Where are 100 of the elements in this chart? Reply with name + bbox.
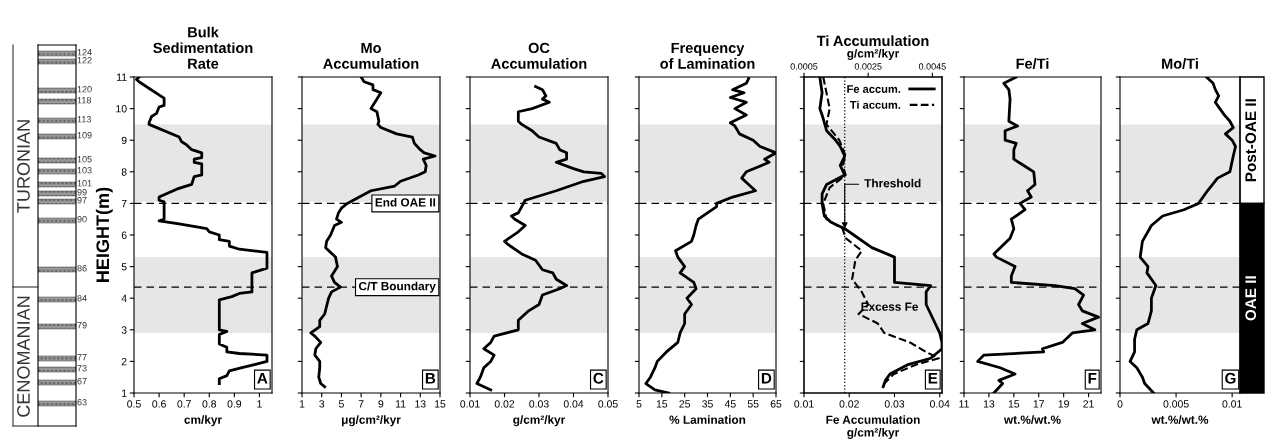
x-tick-label: 15 — [656, 400, 668, 408]
x-axis-title: Fe Accumulation g/cm²/kyr — [826, 415, 920, 439]
x-tick-label: 0.01 — [460, 400, 480, 408]
y-tick-label: 7 — [121, 200, 127, 208]
x-tick-label: 0.02 — [494, 400, 515, 408]
text: 77 — [77, 354, 87, 361]
y-tick-label: 11 — [117, 73, 127, 81]
x-tick-label: 65 — [770, 400, 782, 408]
x-tick-label: 9 — [378, 400, 384, 408]
x-axis-title: wt.%/wt.% — [1151, 415, 1209, 424]
text: 84 — [77, 295, 87, 302]
x-axis-title: wt.%/wt.% — [1003, 415, 1061, 424]
text: 105 — [77, 156, 92, 163]
x-tick-label: 0.03 — [884, 400, 905, 408]
legend-label: Fe accum. — [847, 85, 901, 93]
chart-title: OC Accumulation — [491, 42, 587, 69]
x-tick-label: 15 — [435, 400, 446, 408]
x-tick-label: 0.01 — [794, 400, 814, 408]
x-tick-label: 0.7 — [177, 400, 191, 408]
x-tick-label: 11 — [959, 400, 969, 408]
x-tick-label: 0.04 — [930, 400, 950, 408]
x-tick-label: 0.6 — [152, 400, 166, 408]
y-tick-label: 8 — [121, 168, 127, 176]
legend-label: Ti accum. — [849, 100, 901, 109]
text: 67 — [77, 378, 87, 385]
x-tick-label: 55 — [747, 400, 759, 408]
text: 118 — [77, 97, 91, 104]
x-tick-label: 0.04 — [563, 400, 584, 408]
x-axis-title: % Lamination — [669, 415, 746, 424]
text: 103 — [77, 167, 92, 174]
y-tick-label: 9 — [121, 136, 127, 145]
y-tick-label: 3 — [121, 326, 127, 334]
text: 79 — [77, 322, 87, 329]
text: 120 — [77, 86, 92, 93]
x-tick-label: 0 — [1117, 400, 1123, 408]
y-tick-label: 2 — [121, 357, 127, 366]
x2-tick-label: 0.0025 — [854, 63, 882, 70]
x-axis-title: cm/kyr — [184, 415, 222, 427]
text: 73 — [77, 365, 87, 372]
text: 97 — [77, 197, 87, 204]
text: 124 — [77, 49, 92, 56]
annotation: D — [761, 373, 772, 384]
x-tick-label: 3 — [319, 400, 325, 408]
chart-title: Fe/Ti — [1016, 58, 1049, 69]
x2-tick-label: 0.0045 — [918, 63, 946, 70]
x-tick-label: 0.5 — [127, 400, 141, 408]
y-tick-label: 6 — [121, 231, 127, 239]
x-tick-label: 5 — [636, 400, 642, 408]
text: CENOMANIAN — [17, 296, 30, 417]
text: 122 — [77, 57, 92, 64]
x-tick-label: 1 — [299, 400, 305, 408]
x-tick-label: 7 — [358, 400, 364, 408]
text: 99 — [77, 189, 87, 196]
annotation: Threshold — [864, 178, 921, 188]
annotation: A — [257, 373, 268, 384]
x-tick-label: 1 — [257, 400, 262, 408]
ref-line-label: End OAE II — [375, 197, 436, 207]
annotation: Excess Fe — [861, 302, 919, 311]
annotation: F — [1088, 373, 1097, 384]
chart-title: Mo Accumulation — [323, 42, 419, 69]
x-tick-label: 11 — [395, 400, 406, 408]
x-tick-label: 17 — [1033, 400, 1044, 408]
x-tick-label: 0.8 — [202, 400, 217, 408]
x-axis-title: g/cm²/kyr — [513, 415, 566, 427]
x-axis-title: μg/cm²/kyr — [341, 415, 401, 427]
annotation: E — [928, 373, 938, 384]
x-tick-label: 25 — [679, 400, 691, 408]
y-tick-label: 4 — [121, 294, 127, 302]
x-tick-label: 15 — [1008, 400, 1020, 408]
y-axis-title: HEIGHT(m) — [95, 187, 113, 282]
chart-title: Frequency of Lamination — [660, 42, 755, 69]
x-tick-label: 0.01 — [1222, 400, 1242, 408]
ref-line-label: C/T Boundary — [358, 281, 436, 293]
x-tick-label: 0.005 — [1163, 400, 1189, 408]
chart-title: Mo/Ti — [1162, 58, 1198, 69]
text: OAE II — [1245, 276, 1257, 321]
text: 63 — [77, 399, 87, 406]
text: 109 — [77, 132, 92, 139]
chart-title: Bulk Sedimentation Rate — [153, 26, 253, 69]
text: 90 — [77, 216, 87, 223]
y-tick-label: 5 — [121, 263, 127, 271]
x-tick-label: 45 — [724, 400, 736, 408]
x-tick-label: 0.02 — [839, 400, 859, 408]
x-tick-label: 0.05 — [598, 400, 618, 408]
text: Post-OAE II — [1245, 99, 1257, 182]
x2-tick-label: 0.0005 — [790, 63, 818, 70]
x-tick-label: 5 — [338, 400, 344, 408]
text: 101 — [77, 180, 92, 187]
x-tick-label: 13 — [983, 400, 995, 408]
annotation: C — [593, 372, 604, 384]
annotation: B — [425, 373, 436, 384]
text: 86 — [77, 265, 87, 272]
text: TURONIAN — [17, 120, 30, 213]
annotation: G — [1225, 372, 1236, 384]
x2-axis-title: g/cm²/kyr — [847, 48, 900, 60]
x-tick-label: 0.9 — [227, 400, 242, 408]
x-tick-label: 21 — [1083, 400, 1094, 408]
x-tick-label: 35 — [702, 400, 713, 408]
x-tick-label: 0.03 — [529, 400, 549, 408]
chart-title: Ti Accumulation — [816, 35, 929, 47]
